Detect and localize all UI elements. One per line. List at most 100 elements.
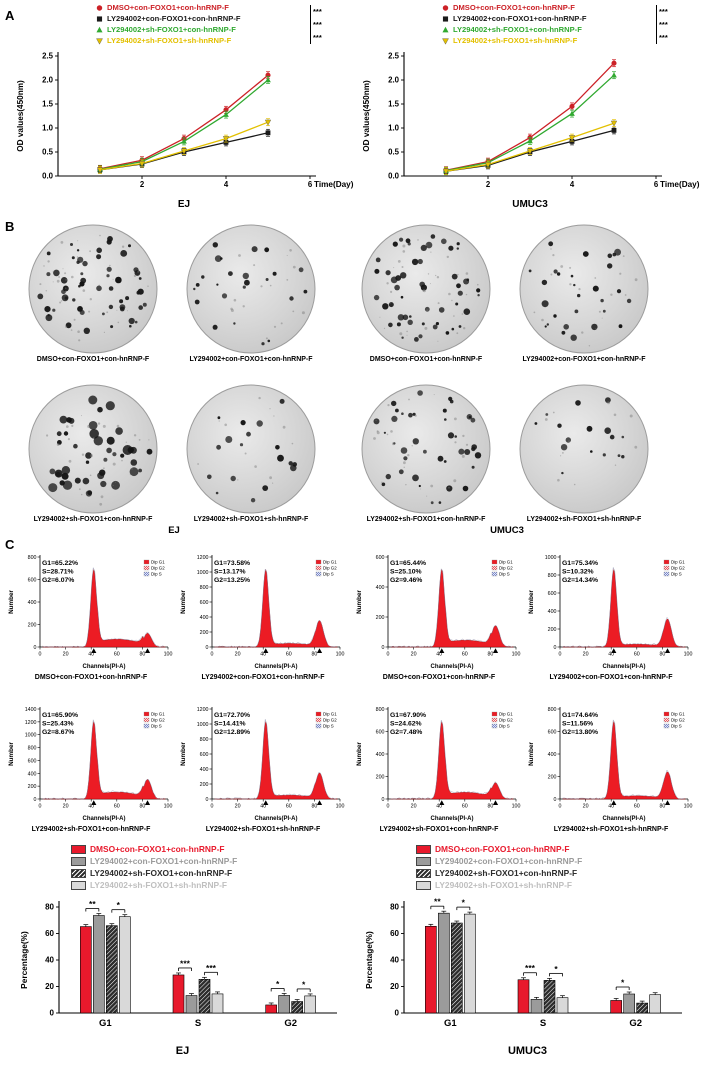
colony-dot-faint [402,244,406,248]
colony-dot-faint [56,443,60,446]
flow-plot: 0 200 400 600 800 1000 1200 0 20 40 60 80 100 Number C… [178,551,348,687]
colony-dot-faint [78,339,81,342]
flow-group-label: LY294002+sh-FOXO1+sh-hnRNP-F [553,826,669,833]
flow-ytick-label: 0 [382,797,385,803]
colony-dot-faint [137,270,140,273]
colony-dot [397,314,405,321]
colony-dot [388,302,394,308]
colony-dot-faint [387,404,390,407]
flow-xtick-label: 0 [559,652,562,658]
colony-dot-faint [116,309,118,311]
legend-label: LY294002+sh-FOXO1+con-hnRNP-F [435,868,578,878]
flow-legend-label: Dip G2 [671,718,685,723]
legend-item: LY294002+sh-FOXO1+con-hnRNP-F [71,867,237,879]
y-tick-label: 80 [390,903,399,912]
colony-dot-faint [465,272,469,275]
colony-dot [216,283,219,286]
colony-dot-faint [379,316,381,318]
flow-legend-swatch [491,565,498,571]
y-tick-label: 20 [390,982,399,991]
flow-ytick-label: 1400 [25,707,37,713]
colony-dot-faint [66,425,69,428]
colony-dot [207,474,212,480]
colony-dot [385,270,391,276]
significance-stars: * [276,979,280,989]
colony-dot [468,416,472,419]
flow-legend-label: Dip G2 [499,566,513,571]
flow-raw-trace [214,568,336,648]
colony-dot [607,253,613,259]
legend-item: DMSO+con-FOXO1+con-hnRNP-F [94,2,241,13]
significance-stars: *** [313,7,322,16]
flow-ytick-label: 400 [548,752,557,758]
triangle-down-marker [484,162,492,168]
colony-dot [103,457,108,462]
flow-legend-swatch [315,723,322,729]
colony-dot-faint [89,298,92,301]
colony-dot-faint [64,290,67,293]
colony-dot-faint [456,332,459,335]
colony-dot-faint [292,310,295,313]
bar [425,925,437,1014]
colony-dot [430,501,434,505]
colony-dot [106,266,112,272]
colony-dot [400,272,407,279]
colony-dot-faint [138,439,141,441]
colony-dot-faint [448,486,450,489]
colony-dot-faint [386,282,389,285]
cell-line-label: UMUC3 [512,199,548,210]
colony-dot-faint [82,289,86,292]
triangle-up-marker [181,138,187,144]
flow-legend-label: Dip S [323,572,334,577]
colony-dot-faint [465,293,468,296]
colony-dot [391,400,397,407]
colony-dot [455,302,459,306]
colony-dot-faint [89,474,92,477]
square-icon [442,15,449,22]
cellcycle-bar-chart-umuc3: DMSO+con-FOXO1+con-hnRNP-F LY294002+con-F… [360,843,695,1059]
colony-dot [61,472,69,480]
flow-ytick-label: 400 [376,585,385,591]
colony-dot [134,320,138,324]
colony-dot [89,429,99,439]
peak-marker-icon [664,648,671,653]
colony-dot [534,422,538,425]
colony-dot [405,238,411,244]
panel-a: A DMSO+con-FOXO1+con-hnRNP-F LY294002+con… [0,0,702,215]
peak-marker-icon [492,800,499,805]
colony-dot [146,448,153,455]
colony-dot-faint [81,415,82,417]
colony-dot-faint [81,453,85,456]
triangle-up-marker [265,77,271,83]
flow-ytick-label: 800 [376,707,385,713]
colony-dot [279,398,285,404]
colony-dot [61,294,69,302]
colony-dot-faint [461,313,464,315]
flow-ytick-label: 1000 [197,722,209,728]
flow-stat-s: S=28.71% [42,569,74,576]
colony-dot-faint [115,481,117,483]
significance-column: *** *** *** [310,5,322,44]
colony-dot-faint [76,256,79,258]
colony-dot [388,322,393,328]
growth-curve-svg: 0.0 0.5 1.0 1.5 2.0 2.5 2 4 6 OD values(450nm) Tim… [362,52,700,210]
flow-legend-label: Dip G1 [671,560,685,565]
flow-xtick-label: 80 [659,652,665,658]
legend-label: DMSO+con-FOXO1+con-hnRNP-F [90,844,225,854]
flow-xtick-label: 60 [286,652,292,658]
colony-dot [435,322,439,326]
y-tick-label: 0.5 [388,148,400,157]
flow-legend-label: Dip S [151,724,162,729]
flow-xtick-label: 100 [164,652,173,658]
colony-dot [53,269,60,277]
flow-plot: 0 200 400 600 0 20 40 60 80 100 Number Channels(PI-… [354,551,524,687]
flow-xtick-label: 100 [512,652,521,658]
flow-ytick-label: 600 [28,758,37,764]
colony-dot-faint [265,337,268,340]
colony-dot [600,298,604,303]
flow-plot: 0 200 400 600 800 0 20 40 60 80 100 Number Channels(… [6,551,176,687]
colony-dot [454,435,457,438]
colony-dot [240,420,246,426]
colony-dot [424,306,430,312]
